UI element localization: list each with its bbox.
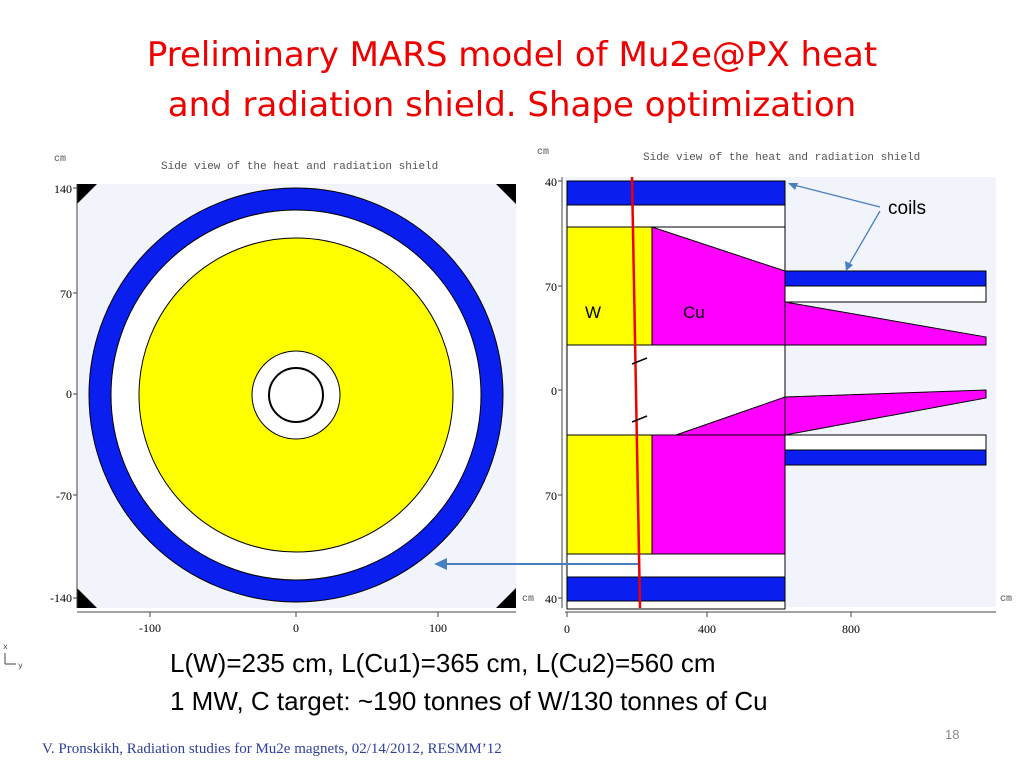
footer-text: V. Pronskikh, Radiation studies for Mu2e… [42,741,502,757]
link-arrowhead [434,558,447,570]
title-line-1: Preliminary MARS model of Mu2e@PX heat [146,35,878,75]
coils-label: coils [888,198,926,219]
right-x-tick-label: 400 [698,622,716,636]
tungsten-block-upper [566,226,653,346]
coil-lower-right [784,449,987,466]
right-x-tick-label: 800 [842,622,860,636]
page-number: 18 [945,727,960,742]
right-y-tick-label: 70 [545,489,557,503]
left-x-tick-label: -100 [139,621,161,635]
coil-upper-left [566,180,786,206]
left-x-tick-label: 0 [293,621,299,635]
corner-wedge-br [496,588,516,608]
target-marker [631,415,648,423]
gap-upper-right [784,285,987,303]
right-y-tick-label: 40 [545,592,557,606]
axis-orientation-glyph: x y [3,643,23,671]
corner-wedge-tr [496,184,516,204]
left-unit-label: cm [54,154,66,165]
summary-line-1: L(W)=235 cm, L(Cu1)=365 cm, L(Cu2)=560 c… [170,648,716,678]
page-title: Preliminary MARS model of Mu2e@PX heat a… [0,30,1024,130]
left-y-tick-label: 0 [66,387,72,401]
axis-glyph-x: x [3,643,8,652]
coils-arrow-lower [846,210,881,269]
right-unit-label-left: cm [522,594,534,605]
left-y-tick-label: -140 [50,591,72,605]
corner-wedge-tl [77,184,97,204]
copper-label: Cu [683,303,705,322]
title-line-2: and radiation shield. Shape optimization [167,85,857,125]
summary-line-2: 1 MW, C target: ~190 tonnes of W/130 ton… [170,686,768,716]
target-marker [631,357,648,365]
right-x-tick-label: 0 [564,622,570,636]
coil-lower-left [566,576,786,602]
summary-text: L(W)=235 cm, L(Cu1)=365 cm, L(Cu2)=560 c… [170,644,768,720]
right-unit-label-top: cm [537,147,549,158]
coil-upper-right [784,270,987,287]
left-x-tick-label: 100 [429,621,447,635]
right-unit-label-right: cm [1000,594,1012,605]
corner-wedge-bl [77,588,97,608]
tungsten-boundary-line [630,176,642,609]
left-y-tick-label: 70 [60,287,72,301]
left-plot: cm Side view of the heat and radiation s… [3,154,516,671]
axis-glyph-y: y [18,662,23,671]
bore-inner [268,367,324,423]
coils-arrow-upper [789,183,881,208]
copper-lower-1 [651,434,786,555]
gap-lower-right [784,434,987,451]
right-plot-caption: Side view of the heat and radiation shie… [643,152,920,164]
right-y-tick-label: 70 [545,280,557,294]
coils-arrowhead [845,261,853,271]
left-plot-caption: Side view of the heat and radiation shie… [161,161,438,173]
right-y-tick-label: 0 [551,384,557,398]
gap-upper [566,204,786,228]
gap-lower [566,553,786,578]
right-plot: cm Side view of the heat and radiation s… [522,147,1012,636]
left-y-tick-label: 140 [54,182,72,196]
left-y-tick-label: -70 [56,489,72,503]
coils-arrowhead [788,183,798,190]
tungsten-label: W [585,303,601,322]
right-y-tick-label: 40 [545,175,557,189]
